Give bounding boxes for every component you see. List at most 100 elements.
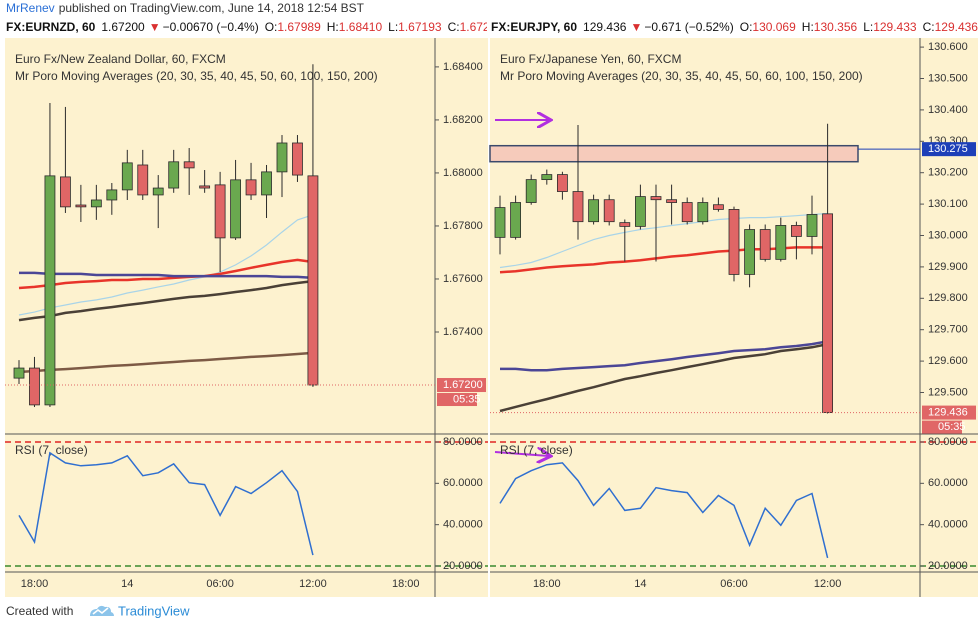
symbol: FX:EURNZD, 60 — [6, 20, 96, 34]
last-price-box — [437, 378, 486, 393]
candle-body — [307, 175, 319, 386]
ohlc-key: C: — [923, 20, 935, 34]
candle-body — [822, 213, 833, 413]
countdown-box — [922, 420, 962, 434]
candle-body — [199, 185, 211, 189]
rsi-title: RSI (7, close) — [500, 443, 573, 457]
candle-body — [713, 204, 724, 210]
candle-body — [75, 204, 87, 208]
x-tick-label: 14 — [634, 578, 646, 590]
candle-body — [791, 225, 802, 237]
last-price-label: 129.436 — [928, 406, 968, 418]
rsi-tick-label: 60.0000 — [443, 477, 483, 489]
moving-average — [19, 271, 313, 280]
candle-body — [681, 202, 693, 223]
y-tick-label: 130.400 — [928, 104, 968, 116]
published: published on TradingView.com, June 14, 2… — [59, 1, 365, 15]
moving-average — [499, 342, 828, 413]
ohlc-value: 1.67193 — [398, 20, 442, 34]
y-tick-label: 129.900 — [928, 261, 968, 273]
candle-body — [635, 196, 646, 227]
symbol: FX:EURJPY, 60 — [491, 20, 577, 34]
ohlc-value: 130.069 — [752, 20, 796, 34]
indicator-label: Mr Poro Moving Averages (20, 30, 35, 40,… — [500, 69, 863, 83]
candle-body — [137, 164, 149, 196]
ohlc-value: 1.67989 — [277, 20, 321, 34]
candle-body — [557, 174, 568, 192]
y-tick-label: 1.67400 — [443, 326, 483, 338]
countdown: 05:35 — [453, 393, 481, 405]
candle-body — [214, 184, 226, 239]
ohlc-value: 130.356 — [814, 20, 858, 34]
x-tick-label: 12:00 — [814, 578, 842, 590]
candle-body — [525, 179, 537, 203]
y-tick-label: 130.100 — [928, 198, 968, 210]
ohlc-key: O: — [740, 20, 753, 34]
ohlc-value: 129.433 — [873, 20, 917, 34]
y-tick-label: 129.500 — [928, 386, 968, 398]
left-legend: FX:EURNZD, 60 1.67200 ▼ −0.00670 (−0.4%) O:1… — [6, 20, 503, 34]
candle-body — [759, 229, 771, 260]
rsi-tick-label: 20.0000 — [443, 560, 483, 572]
candle-body — [183, 161, 195, 169]
candle-body — [152, 187, 164, 196]
candle-body — [603, 199, 615, 223]
ohlc-value: 129.436 — [935, 20, 978, 34]
symbol-legend: FX:EURJPY, 60 129.436 ▼ −0.671 (−0.52%) O:13… — [491, 20, 978, 34]
ohlc-key: L: — [863, 20, 873, 34]
logo[interactable] — [90, 605, 114, 616]
rsi-tick-label: 80.0000 — [443, 436, 483, 448]
candle-body — [494, 207, 506, 238]
y-tick-label: 129.800 — [928, 292, 968, 304]
change: −0.671 (−0.52%) — [644, 20, 733, 34]
y-tick-label: 1.68000 — [443, 167, 483, 179]
change-arrow: ▼ — [630, 20, 642, 34]
moving-average — [18, 351, 313, 374]
rsi-title: RSI (7, close) — [15, 443, 88, 457]
rsi-line — [499, 462, 829, 559]
hline-label: 130.275 — [928, 143, 968, 155]
rsi-tick-label: 60.0000 — [928, 477, 968, 489]
moving-average — [18, 214, 314, 316]
y-tick-label: 130.000 — [928, 229, 968, 241]
change: −0.00670 (−0.4%) — [163, 20, 259, 34]
countdown: 05:35 — [938, 421, 966, 433]
author[interactable]: MrRenev — [6, 1, 55, 15]
rsi-tick-label: 20.0000 — [928, 560, 968, 572]
last-quote: 1.67200 — [101, 20, 145, 34]
candle-body — [44, 175, 56, 406]
candle-body — [541, 174, 553, 181]
footer-created: Created with — [6, 604, 73, 618]
change-arrow: ▼ — [149, 20, 161, 34]
symbol-legend: FX:EURNZD, 60 1.67200 ▼ −0.00670 (−0.4%) O:1… — [6, 20, 503, 34]
x-tick-label: 18:00 — [21, 578, 49, 590]
candle-body — [60, 176, 71, 208]
y-tick-label: 1.67600 — [443, 273, 483, 285]
moving-average — [18, 258, 314, 290]
candle-body — [245, 179, 257, 196]
right-panel — [490, 38, 978, 597]
candle-body — [744, 229, 755, 275]
rsi-tick-label: 80.0000 — [928, 436, 968, 448]
candle-body — [121, 162, 133, 191]
candle-body — [650, 196, 662, 201]
ohlc-value: 1.68410 — [339, 20, 383, 34]
candle-body — [276, 142, 288, 173]
left-panel — [5, 38, 488, 597]
candle-body — [728, 209, 740, 275]
candle-body — [572, 191, 584, 223]
candle-body — [588, 199, 599, 223]
candle-body — [510, 202, 522, 238]
candle-body — [13, 367, 25, 379]
moving-average — [500, 340, 828, 372]
rsi-tick-label: 40.0000 — [928, 519, 968, 531]
y-tick-label: 1.68400 — [443, 61, 483, 73]
footer-brand[interactable]: TradingView — [118, 603, 190, 618]
y-tick-label: 129.600 — [928, 355, 968, 367]
candle-body — [619, 222, 631, 227]
x-tick-label: 06:00 — [206, 578, 234, 590]
x-tick-label: 18:00 — [533, 578, 561, 590]
y-tick-label: 130.200 — [928, 167, 968, 179]
rsi-tick-label: 40.0000 — [443, 519, 483, 531]
